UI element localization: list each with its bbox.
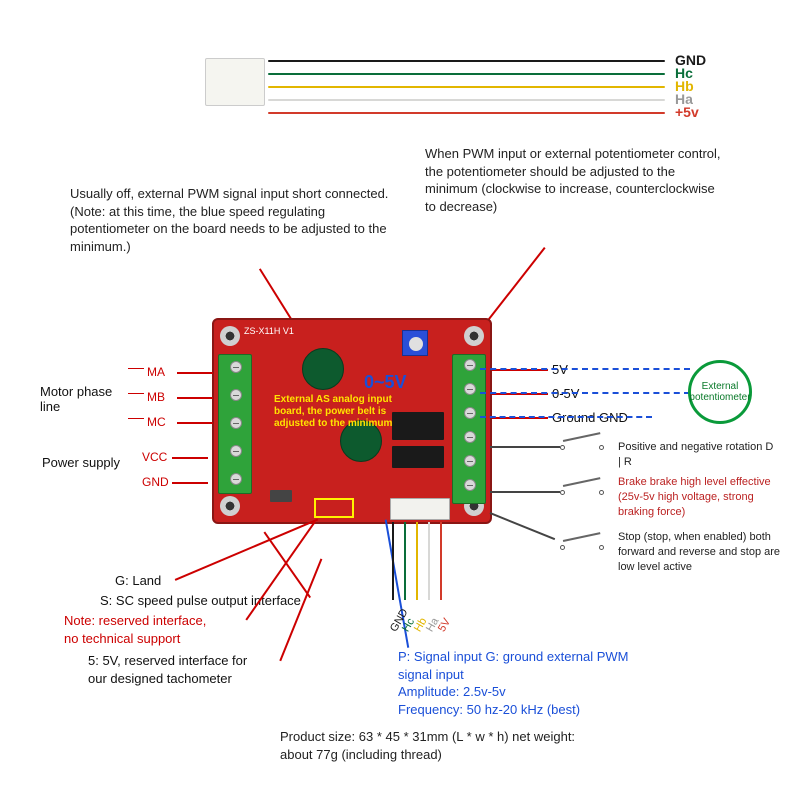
capacitor (302, 348, 344, 390)
wire (416, 522, 418, 600)
pcb-overlay-note: External AS analog input board, the powe… (274, 394, 404, 430)
pcb-silk-model: ZS-X11H V1 (244, 326, 294, 337)
label-power-supply: Power supply (42, 455, 120, 470)
pin-label: GND (142, 475, 169, 489)
note-right: Stop (stop, when enabled) both forward a… (618, 530, 788, 575)
terminal-right (452, 354, 486, 504)
wire (490, 512, 555, 540)
wire-label: +5v (675, 104, 699, 120)
wire (404, 522, 406, 600)
pin-label: MB (147, 390, 165, 404)
wire (268, 60, 665, 62)
arrow (172, 457, 208, 459)
note-bottom-left: Note: reserved interface, no technical s… (64, 612, 206, 647)
arrow (175, 518, 318, 580)
wire (428, 522, 430, 600)
switch-symbol (560, 487, 604, 497)
wire-label: 5V (436, 616, 453, 634)
wire (268, 73, 665, 75)
wire (268, 99, 665, 101)
wire (440, 522, 442, 600)
bracket-line (128, 418, 144, 419)
jst-hall-connector (390, 498, 450, 520)
switch-symbol (560, 442, 604, 452)
pcb-board: ZS-X11H V1 0~5V External AS analog input… (212, 318, 492, 524)
dash-line (480, 368, 690, 370)
label-motor-phase: Motor phase line (40, 384, 112, 414)
dash-line (480, 392, 690, 394)
wire (490, 491, 560, 493)
note-bottom-left: G: Land (115, 572, 161, 590)
wire (392, 522, 394, 600)
switch-symbol (560, 542, 604, 552)
bracket-line (128, 368, 144, 369)
arrow (279, 558, 322, 661)
pin-label: MA (147, 365, 165, 379)
note-bottom-left: 5: 5V, reserved interface for our design… (88, 652, 247, 687)
arrow (177, 372, 213, 374)
ic-chip (392, 446, 444, 468)
arrow (177, 422, 213, 424)
external-potentiometer: External potentiometer (688, 360, 752, 424)
dash-line (480, 416, 652, 418)
trimmer-pot (402, 330, 428, 356)
wire (490, 446, 560, 448)
note-pwm-short: Usually off, external PWM signal input s… (70, 185, 390, 255)
note-bottom-left: S: SC speed pulse output interface (100, 592, 301, 610)
pin-label: VCC (142, 450, 167, 464)
note-pot-adjust: When PWM input or external potentiometer… (425, 145, 725, 215)
note-pwm-signal: P: Signal input G: ground external PWM s… (398, 648, 658, 718)
note-right: Positive and negative rotation D | R (618, 440, 778, 470)
arrow (177, 397, 213, 399)
arrow (263, 532, 310, 598)
smd (270, 490, 292, 502)
wire (268, 112, 665, 114)
terminal-left (218, 354, 252, 494)
pin-label: MC (147, 415, 166, 429)
wire (268, 86, 665, 88)
arrow (172, 482, 208, 484)
bracket-line (128, 393, 144, 394)
note-product-size: Product size: 63 * 45 * 31mm (L * w * h)… (280, 728, 600, 763)
note-right: Brake brake high level effective (25v-5v… (618, 475, 788, 520)
label-0-5v: 0~5V (364, 372, 407, 394)
highlight-box (314, 498, 354, 518)
jst-connector (205, 58, 265, 106)
